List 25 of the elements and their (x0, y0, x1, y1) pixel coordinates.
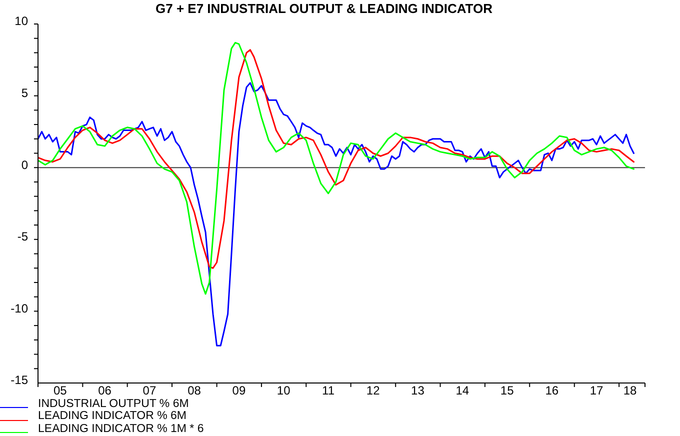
y-tick-label: -15 (10, 373, 28, 388)
x-tick-label: 13 (411, 384, 425, 398)
y-tick-label: 5 (21, 86, 28, 100)
legend-label: LEADING INDICATOR % 6M (38, 410, 186, 422)
y-tick-label: -10 (10, 301, 28, 316)
x-tick-label: 14 (456, 384, 470, 398)
y-tick-label: -5 (17, 230, 28, 244)
x-tick-label: 06 (98, 384, 112, 398)
x-tick-label: 07 (142, 384, 156, 398)
legend-label: INDUSTRIAL OUTPUT % 6M (38, 398, 189, 410)
x-tick-label: 18 (623, 384, 638, 398)
x-tick-label: 05 (53, 384, 68, 398)
line-series (38, 82, 634, 346)
y-tick-label: 0 (21, 158, 28, 172)
x-tick-label: 10 (276, 384, 291, 398)
x-tick-label: 17 (590, 384, 604, 398)
x-tick-label: 08 (188, 384, 202, 398)
x-tick-label: 15 (500, 384, 514, 398)
x-tick-label: 09 (232, 384, 246, 398)
x-tick-label: 11 (322, 384, 335, 398)
x-tick-label: 16 (545, 384, 559, 398)
y-tick-label: 10 (14, 14, 28, 28)
x-tick-label: 12 (366, 384, 380, 398)
chart-title: G7 + E7 INDUSTRIAL OUTPUT & LEADING INDICATOR (154, 1, 494, 16)
legend-label: LEADING INDICATOR % 1M * 6 (38, 422, 204, 435)
